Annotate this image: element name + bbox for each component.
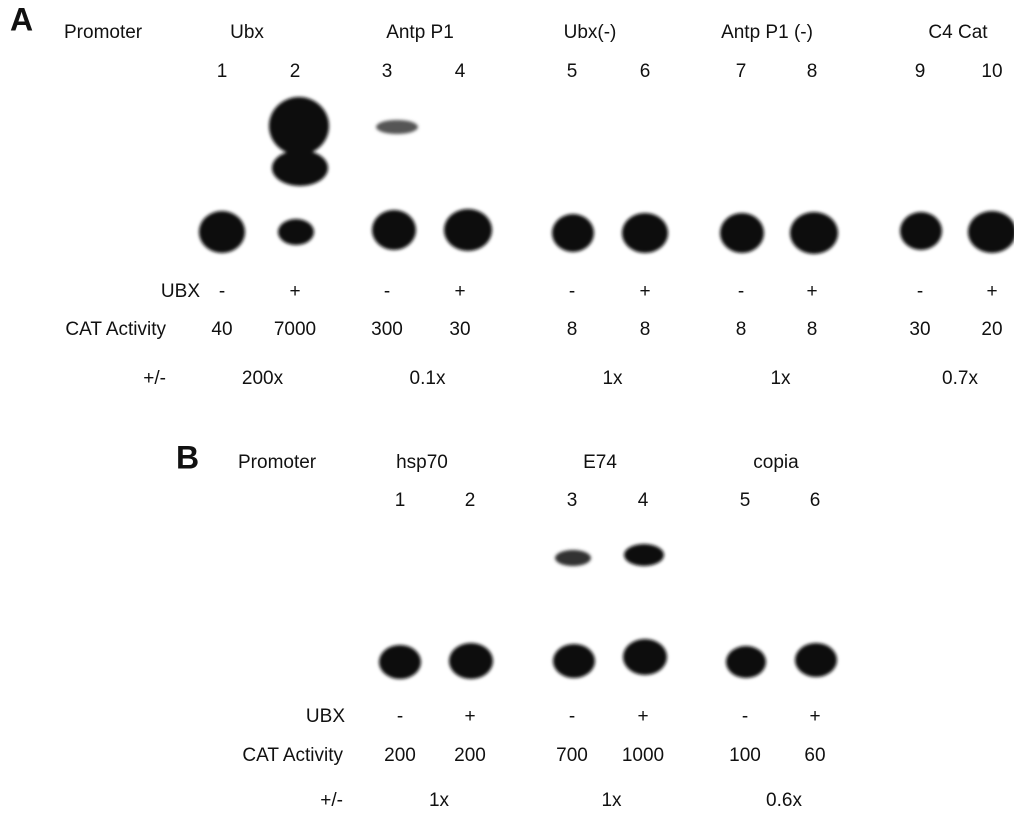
spot bbox=[622, 213, 668, 253]
spot bbox=[900, 212, 942, 250]
spot bbox=[269, 97, 329, 155]
spot bbox=[278, 219, 314, 245]
cat-activity: 40 bbox=[211, 319, 232, 340]
spot bbox=[726, 646, 766, 678]
lane-number: 9 bbox=[915, 61, 926, 82]
panel-label: B bbox=[176, 439, 199, 475]
cat-activity: 8 bbox=[736, 319, 747, 340]
row-label: +/- bbox=[143, 368, 166, 389]
ubx-sign: + bbox=[637, 706, 648, 727]
cat-activity: 200 bbox=[454, 745, 486, 766]
ubx-sign: + bbox=[454, 281, 465, 302]
ubx-sign: - bbox=[917, 281, 923, 302]
spot bbox=[795, 643, 837, 677]
lane-number: 2 bbox=[290, 61, 301, 82]
lane-number: 7 bbox=[736, 61, 747, 82]
ubx-sign: + bbox=[806, 281, 817, 302]
ubx-sign: - bbox=[742, 706, 748, 727]
lane-number: 6 bbox=[640, 61, 651, 82]
lane-number: 5 bbox=[567, 61, 578, 82]
ubx-sign: - bbox=[219, 281, 225, 302]
lane-number: 4 bbox=[455, 61, 466, 82]
lane-number: 8 bbox=[807, 61, 818, 82]
promoter-name: Ubx(-) bbox=[564, 22, 617, 43]
spot bbox=[623, 639, 667, 675]
cat-activity: 30 bbox=[449, 319, 470, 340]
cat-activity: 20 bbox=[981, 319, 1002, 340]
row-label: +/- bbox=[320, 790, 343, 811]
row-label: UBX bbox=[306, 706, 345, 727]
lane-number: 3 bbox=[382, 61, 393, 82]
promoter-name: Ubx bbox=[230, 22, 264, 43]
ubx-sign: + bbox=[639, 281, 650, 302]
fold-change: 1x bbox=[602, 368, 623, 389]
fold-change: 0.1x bbox=[410, 368, 446, 389]
spot bbox=[552, 214, 594, 252]
lane-number: 4 bbox=[638, 490, 649, 511]
cat-activity: 300 bbox=[371, 319, 403, 340]
spot bbox=[272, 150, 328, 186]
ubx-sign: + bbox=[809, 706, 820, 727]
cat-activity: 1000 bbox=[622, 745, 664, 766]
spot bbox=[720, 213, 764, 253]
ubx-sign: + bbox=[464, 706, 475, 727]
panel-label: A bbox=[10, 1, 33, 37]
spot bbox=[199, 211, 245, 253]
spot bbox=[968, 211, 1014, 253]
spot bbox=[555, 550, 591, 566]
fold-change: 1x bbox=[770, 368, 791, 389]
cat-activity: 8 bbox=[567, 319, 578, 340]
promoter-name: Antp P1 (-) bbox=[721, 22, 813, 43]
promoter-name: Antp P1 bbox=[386, 22, 454, 43]
spot bbox=[444, 209, 492, 251]
ubx-sign: - bbox=[397, 706, 403, 727]
promoter-name: hsp70 bbox=[396, 452, 448, 473]
cat-activity: 8 bbox=[807, 319, 818, 340]
spot bbox=[449, 643, 493, 679]
cat-activity: 200 bbox=[384, 745, 416, 766]
spot bbox=[376, 120, 418, 134]
promoter-name: copia bbox=[753, 452, 799, 473]
lane-number: 3 bbox=[567, 490, 578, 511]
lane-number: 1 bbox=[217, 61, 228, 82]
figure: A Promoter Ubx Antp P1 Ubx(-) Antp P1 (-) C4 C… bbox=[0, 0, 1014, 814]
spot bbox=[372, 210, 416, 250]
spot bbox=[790, 212, 838, 254]
cat-activity: 7000 bbox=[274, 319, 316, 340]
cat-activity: 8 bbox=[640, 319, 651, 340]
lane-number: 1 bbox=[395, 490, 406, 511]
promoter-name: E74 bbox=[583, 452, 617, 473]
ubx-sign: + bbox=[289, 281, 300, 302]
fold-change: 1x bbox=[429, 790, 450, 811]
promoter-name: C4 Cat bbox=[928, 22, 988, 43]
fold-change: 1x bbox=[601, 790, 622, 811]
spot bbox=[624, 544, 664, 566]
cat-activity: 30 bbox=[909, 319, 930, 340]
lane-number: 5 bbox=[740, 490, 751, 511]
ubx-sign: - bbox=[738, 281, 744, 302]
lane-number: 2 bbox=[465, 490, 476, 511]
ubx-sign: - bbox=[569, 281, 575, 302]
row-label: CAT Activity bbox=[242, 745, 343, 766]
lane-number: 6 bbox=[810, 490, 821, 511]
lane-number: 10 bbox=[981, 61, 1002, 82]
row-label: UBX bbox=[161, 281, 200, 302]
spot bbox=[379, 645, 421, 679]
ubx-sign: - bbox=[384, 281, 390, 302]
fold-change: 0.6x bbox=[766, 790, 802, 811]
row-label: Promoter bbox=[238, 452, 317, 473]
fold-change: 200x bbox=[242, 368, 284, 389]
row-label: Promoter bbox=[64, 22, 143, 43]
spot bbox=[553, 644, 595, 678]
cat-activity: 700 bbox=[556, 745, 588, 766]
row-label: CAT Activity bbox=[65, 319, 166, 340]
ubx-sign: + bbox=[986, 281, 997, 302]
cat-activity: 60 bbox=[804, 745, 825, 766]
ubx-sign: - bbox=[569, 706, 575, 727]
fold-change: 0.7x bbox=[942, 368, 978, 389]
cat-activity: 100 bbox=[729, 745, 761, 766]
